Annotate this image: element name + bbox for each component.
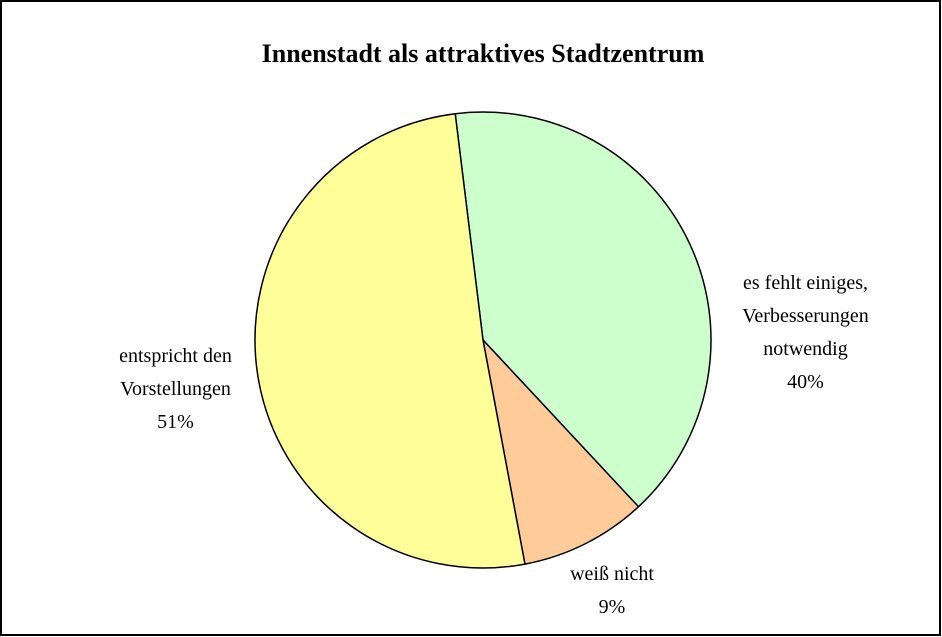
pie-slice (481, 337, 640, 565)
value-label: 40% (787, 371, 824, 393)
slice-label: es fehlt einiges, Verbesserungen notwend… (718, 267, 893, 399)
pie-slice (254, 112, 526, 569)
category-label: entspricht den Vorstellungen (119, 345, 232, 400)
category-label: es fehlt einiges, Verbesserungen notwend… (742, 272, 869, 360)
slice-label: entspricht den Vorstellungen 51% (88, 340, 263, 439)
chart-title: Innenstadt als attraktives Stadtzentrum (262, 39, 705, 68)
value-label: 51% (157, 411, 194, 433)
slice-label: weiß nicht 9% (537, 558, 687, 624)
value-label: 9% (598, 596, 626, 618)
category-label: weiß nicht (570, 563, 654, 585)
pie-slice (454, 111, 712, 508)
